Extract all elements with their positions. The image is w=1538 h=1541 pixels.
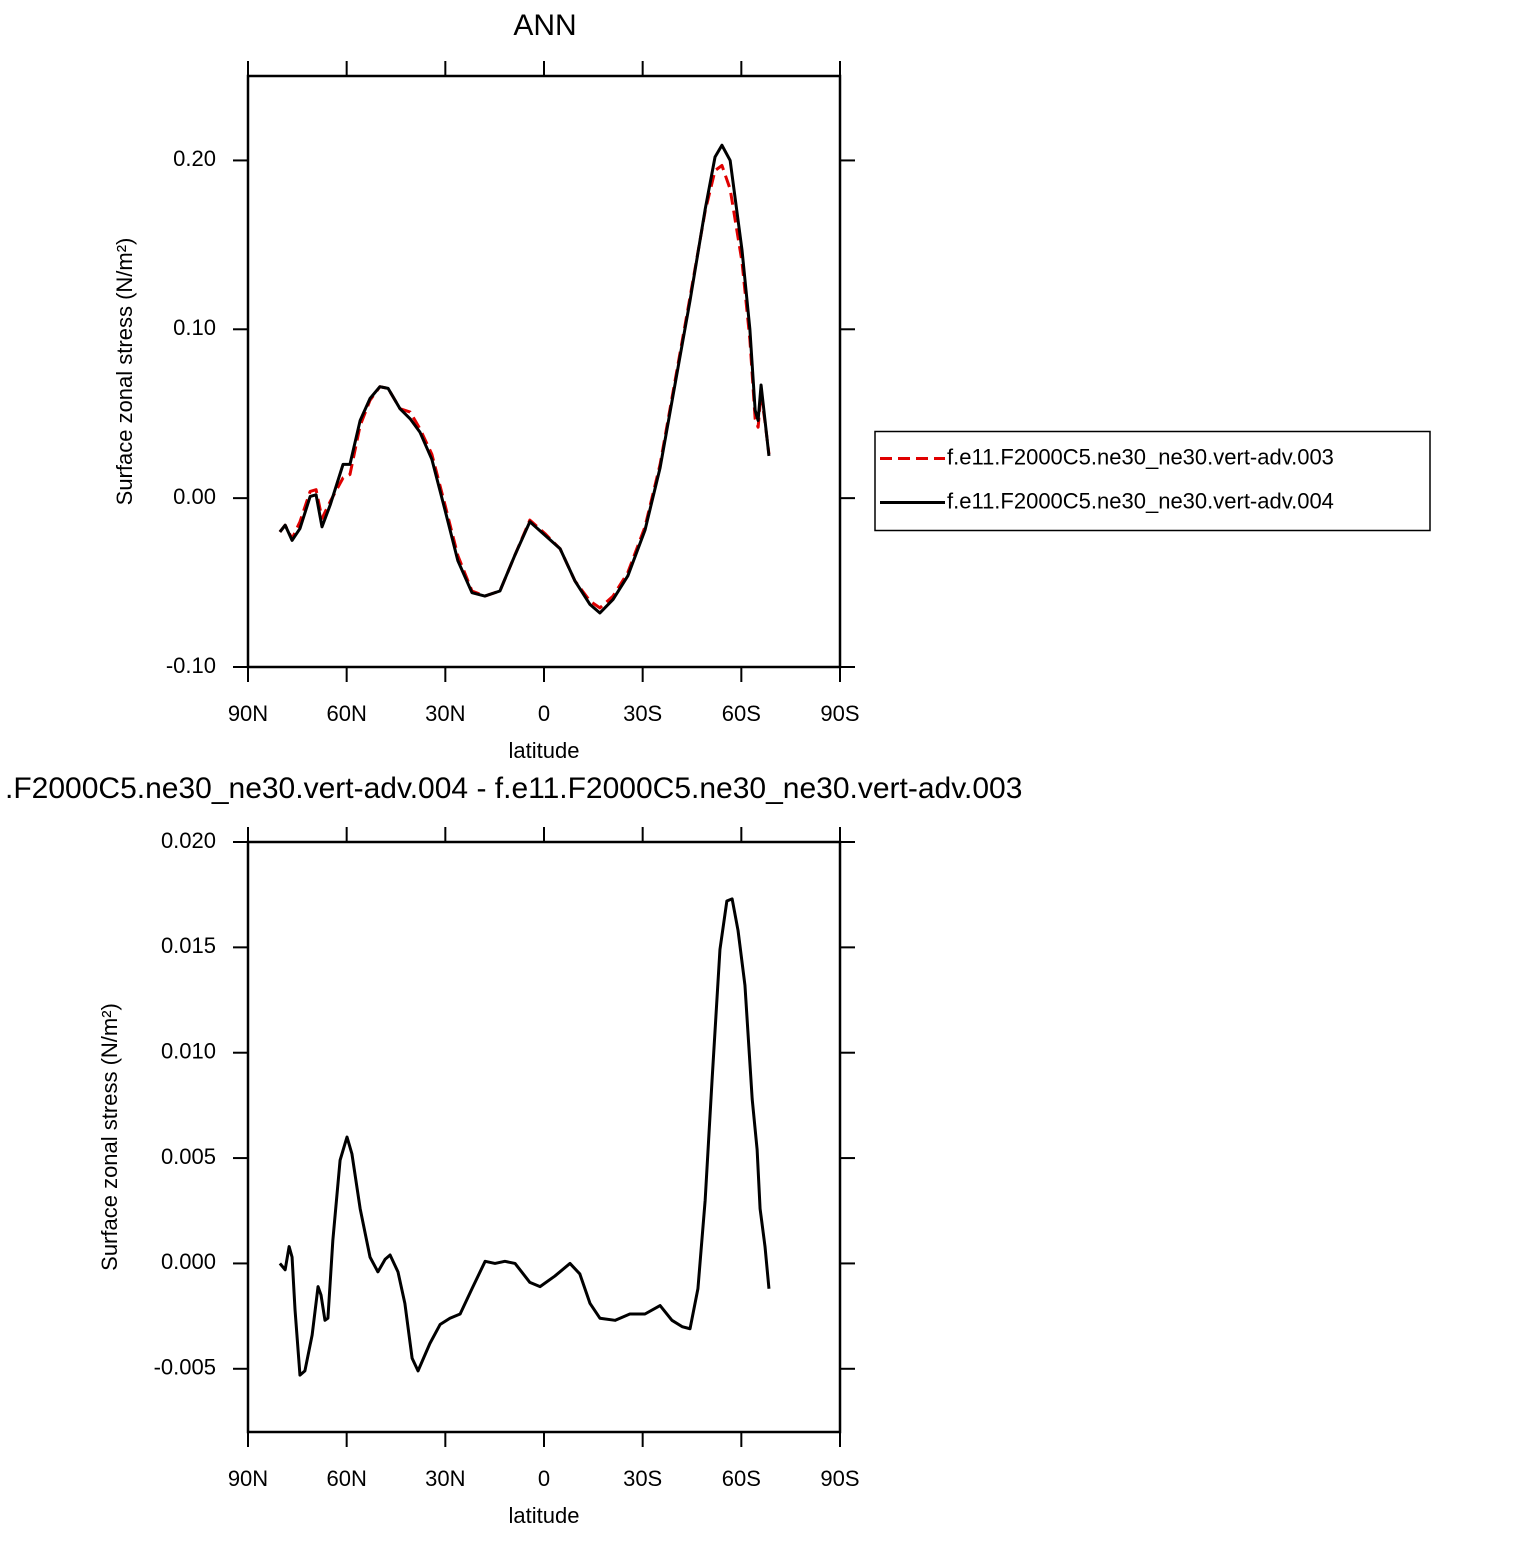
x-tick-label: 0	[538, 701, 550, 726]
y-tick-label: 0.10	[173, 315, 216, 340]
y-tick-label: 0.20	[173, 146, 216, 171]
y-tick-label: 0.015	[161, 933, 216, 958]
x-tick-label: 60N	[326, 1466, 366, 1491]
x-tick-label: 60N	[326, 701, 366, 726]
y-tick-label: 0.00	[173, 484, 216, 509]
legend-box	[874, 430, 1431, 532]
x-tick-label: 30S	[623, 701, 662, 726]
series-line	[278, 143, 771, 615]
x-axis-label: latitude	[509, 738, 580, 763]
series-line	[278, 163, 771, 610]
x-axis-label: latitude	[509, 1503, 580, 1528]
chart-title: ANN	[513, 9, 576, 42]
x-tick-label: 90S	[820, 701, 859, 726]
x-tick-label: 60S	[722, 701, 761, 726]
legend-label: f.e11.F2000C5.ne30_ne30.vert-adv.003	[947, 444, 1334, 469]
x-tick-label: 60S	[722, 1466, 761, 1491]
plot-frame	[246, 840, 842, 1434]
legend-label: f.e11.F2000C5.ne30_ne30.vert-adv.004	[947, 488, 1334, 513]
x-tick-label: 0	[538, 1466, 550, 1491]
y-tick-label: 0.000	[161, 1249, 216, 1274]
y-axis-label: Surface zonal stress (N/m²)	[112, 238, 137, 506]
x-tick-label: 30N	[425, 701, 465, 726]
x-tick-label: 90S	[820, 1466, 859, 1491]
y-tick-label: 0.010	[161, 1039, 216, 1064]
x-tick-label: 90N	[228, 701, 268, 726]
y-tick-label: -0.005	[154, 1355, 216, 1380]
x-tick-label: 30S	[623, 1466, 662, 1491]
y-tick-label: 0.005	[161, 1144, 216, 1169]
x-tick-label: 90N	[228, 1466, 268, 1491]
series-line	[278, 897, 771, 1377]
y-tick-label: -0.10	[166, 653, 216, 678]
chart-title: .F2000C5.ne30_ne30.vert-adv.004 - f.e11.…	[5, 772, 1022, 805]
y-axis-label: Surface zonal stress (N/m²)	[97, 1003, 122, 1271]
x-tick-label: 30N	[425, 1466, 465, 1491]
plot-frame	[246, 74, 842, 669]
y-tick-label: 0.020	[161, 828, 216, 853]
